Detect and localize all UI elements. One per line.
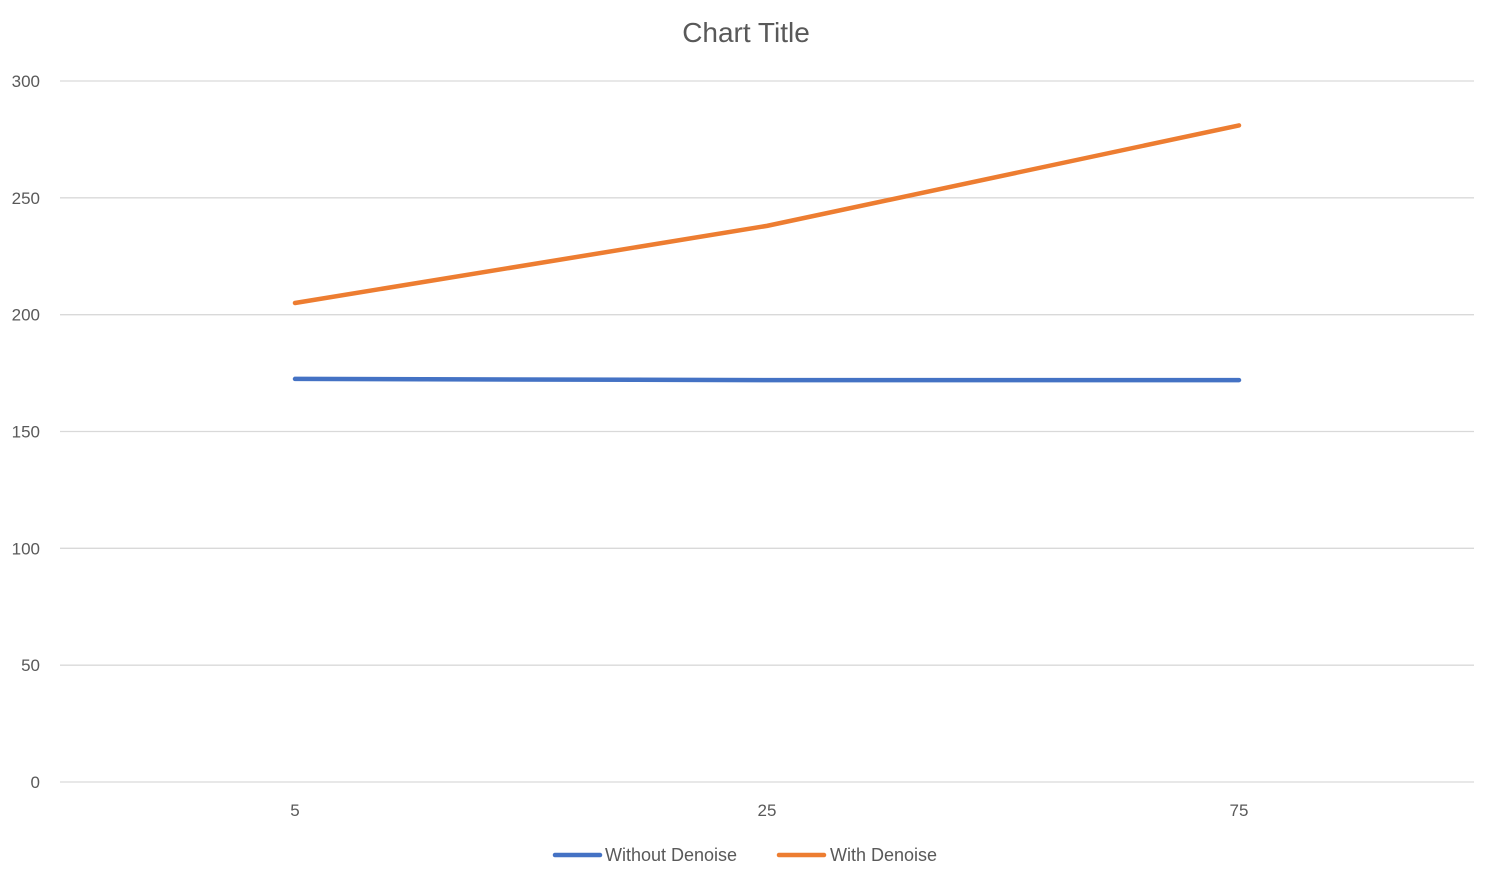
series-lines: [292, 123, 1242, 383]
y-tick-label: 200: [12, 306, 40, 325]
y-tick-label: 300: [12, 72, 40, 91]
y-tick-label: 50: [21, 656, 40, 675]
legend-label: Without Denoise: [605, 845, 737, 865]
legend: Without Denoise With Denoise: [552, 845, 937, 865]
legend-label: With Denoise: [830, 845, 937, 865]
y-axis-tick-labels: 0 50 100 150 200 250 300: [12, 72, 40, 792]
y-tick-label: 250: [12, 189, 40, 208]
x-tick-label: 5: [290, 801, 299, 820]
gridlines: [60, 80, 1474, 783]
x-tick-label: 75: [1230, 801, 1249, 820]
series-line-without-denoise: [292, 376, 1242, 383]
y-tick-label: 150: [12, 423, 40, 442]
x-axis-tick-labels: 5 25 75: [290, 801, 1248, 820]
y-tick-label: 0: [31, 773, 40, 792]
x-tick-label: 25: [758, 801, 777, 820]
series-line-with-denoise: [292, 123, 1242, 306]
chart-title: Chart Title: [682, 17, 810, 48]
y-tick-label: 100: [12, 539, 40, 558]
